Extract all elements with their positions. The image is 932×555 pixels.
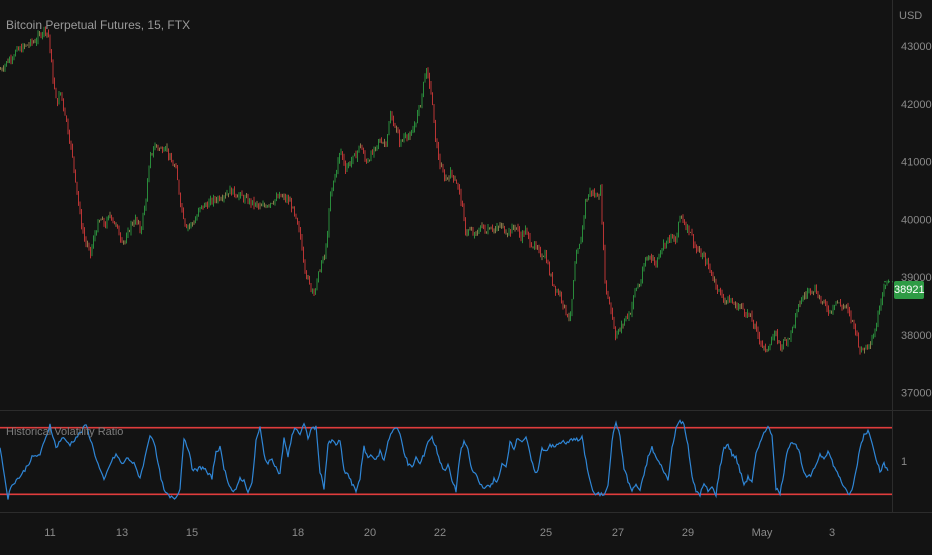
time-tick-label: 13 bbox=[116, 527, 128, 539]
time-tick-label: 11 bbox=[44, 527, 55, 539]
time-tick-label: 27 bbox=[612, 527, 624, 539]
time-tick-label: May bbox=[752, 527, 773, 539]
time-tick-label: 15 bbox=[186, 527, 198, 539]
price-tick-label: 43000 bbox=[901, 41, 932, 53]
indicator-title: Historical Volatility Ratio bbox=[6, 426, 124, 438]
currency-label: USD bbox=[899, 10, 923, 22]
price-tick-label: 41000 bbox=[901, 157, 932, 169]
time-tick-label: 25 bbox=[540, 527, 552, 539]
time-tick-label: 3 bbox=[829, 527, 835, 539]
last-price-tag: 38921 bbox=[894, 281, 925, 299]
price-tick-label: 37000 bbox=[901, 388, 932, 400]
chart-title: Bitcoin Perpetual Futures, 15, FTX bbox=[6, 18, 191, 32]
hv-ratio-line bbox=[0, 419, 889, 500]
price-tick-label: 38000 bbox=[901, 330, 932, 342]
time-tick-label: 18 bbox=[292, 527, 304, 539]
time-tick-label: 20 bbox=[364, 527, 376, 539]
hv-tick-label: 1 bbox=[901, 456, 907, 468]
price-tick-label: 40000 bbox=[901, 214, 932, 226]
time-tick-label: 29 bbox=[682, 527, 694, 539]
time-tick-label: 22 bbox=[434, 527, 446, 539]
price-tick-label: 42000 bbox=[901, 99, 932, 111]
